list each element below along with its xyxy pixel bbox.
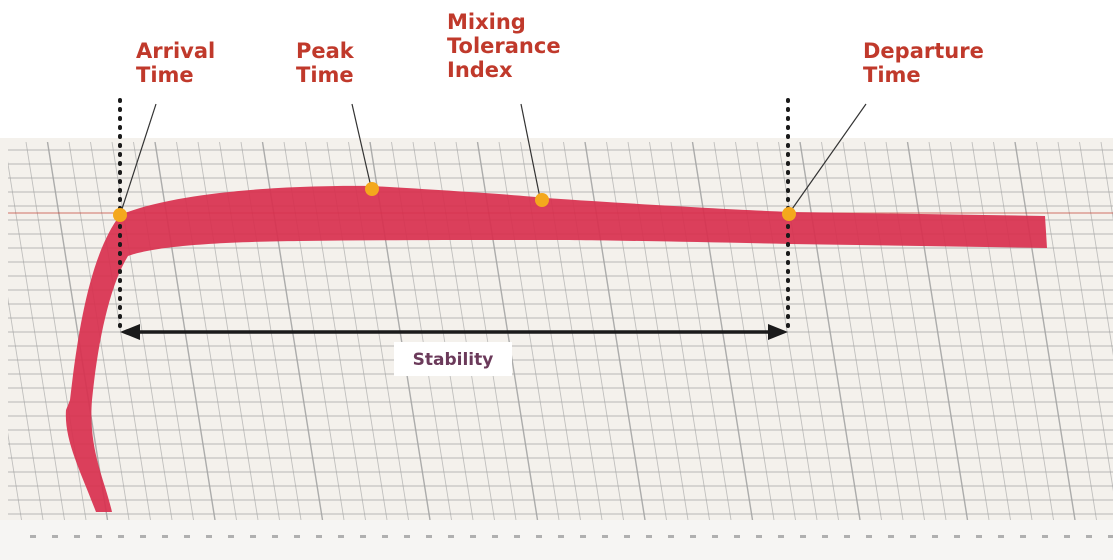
- stability-label-box: [394, 342, 512, 376]
- arrival-pointer: [120, 103, 157, 213]
- stability-arrow: [120, 324, 788, 340]
- departure-pointer: [789, 103, 867, 213]
- mixing-curve: [65, 185, 1048, 512]
- mti-marker: [535, 193, 549, 207]
- peak-time-label: Peak Time: [296, 39, 361, 87]
- departure-marker: [782, 207, 796, 221]
- peak-marker: [365, 182, 379, 196]
- peak-pointer: [351, 103, 372, 188]
- chart-paper: [0, 138, 1113, 520]
- departure-time-label: Departure Time: [863, 39, 991, 87]
- stability-label: Stability: [413, 350, 494, 370]
- arrival-time-label: Arrival Time: [136, 39, 223, 87]
- mti-pointer: [520, 103, 541, 199]
- mixing-tolerance-index-label: Mixing Tolerance Index: [447, 10, 568, 82]
- arrival-marker: [113, 208, 127, 222]
- time-scale-strip: [0, 520, 1113, 560]
- time-scale-ticks: [30, 535, 1113, 538]
